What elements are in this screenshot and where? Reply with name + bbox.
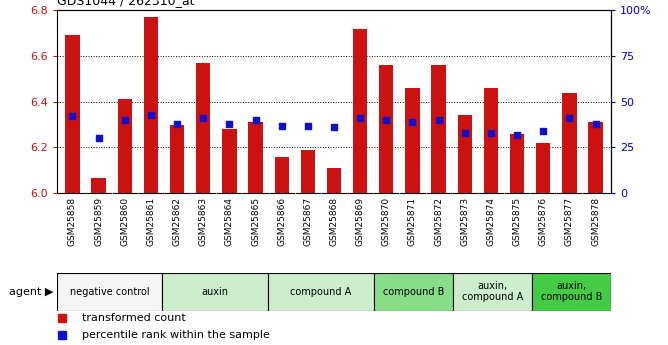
Text: GDS1044 / 262310_at: GDS1044 / 262310_at bbox=[57, 0, 194, 7]
Bar bbox=[458, 116, 472, 193]
Text: GSM25878: GSM25878 bbox=[591, 197, 600, 246]
Text: GSM25874: GSM25874 bbox=[486, 197, 496, 246]
Bar bbox=[484, 88, 498, 193]
Text: GSM25873: GSM25873 bbox=[460, 197, 469, 246]
Bar bbox=[118, 99, 132, 193]
Text: GSM25862: GSM25862 bbox=[172, 197, 182, 246]
Text: GSM25865: GSM25865 bbox=[251, 197, 260, 246]
Point bbox=[303, 123, 313, 128]
Bar bbox=[589, 122, 603, 193]
Text: agent ▶: agent ▶ bbox=[9, 287, 53, 296]
Text: auxin,
compound A: auxin, compound A bbox=[462, 281, 523, 302]
Point bbox=[355, 116, 365, 121]
Bar bbox=[65, 36, 79, 193]
Point bbox=[591, 121, 601, 127]
Text: GSM25867: GSM25867 bbox=[303, 197, 313, 246]
Text: GSM25860: GSM25860 bbox=[120, 197, 130, 246]
Bar bbox=[144, 17, 158, 193]
Text: negative control: negative control bbox=[69, 287, 150, 296]
Text: transformed count: transformed count bbox=[81, 313, 186, 323]
Text: GSM25875: GSM25875 bbox=[512, 197, 522, 246]
Point bbox=[407, 119, 418, 125]
Point bbox=[224, 121, 234, 127]
Bar bbox=[92, 178, 106, 193]
Point bbox=[198, 116, 208, 121]
Text: GSM25876: GSM25876 bbox=[538, 197, 548, 246]
Text: GSM25858: GSM25858 bbox=[68, 197, 77, 246]
Bar bbox=[562, 92, 576, 193]
Bar bbox=[510, 134, 524, 193]
Text: GSM25872: GSM25872 bbox=[434, 197, 443, 246]
Bar bbox=[248, 122, 263, 193]
Bar bbox=[453, 273, 532, 310]
Text: GSM25866: GSM25866 bbox=[277, 197, 286, 246]
Text: compound A: compound A bbox=[290, 287, 351, 296]
Text: auxin: auxin bbox=[202, 287, 228, 296]
Point bbox=[146, 112, 156, 117]
Bar bbox=[405, 88, 420, 193]
Bar bbox=[301, 150, 315, 193]
Text: GSM25871: GSM25871 bbox=[408, 197, 417, 246]
Bar bbox=[373, 273, 453, 310]
Bar bbox=[532, 273, 611, 310]
Point bbox=[434, 117, 444, 123]
Bar bbox=[196, 63, 210, 193]
Text: GSM25877: GSM25877 bbox=[565, 197, 574, 246]
Point bbox=[564, 116, 574, 121]
Text: GSM25870: GSM25870 bbox=[382, 197, 391, 246]
Bar bbox=[268, 273, 373, 310]
Point bbox=[250, 117, 261, 123]
Point bbox=[460, 130, 470, 136]
Bar bbox=[275, 157, 289, 193]
Point bbox=[277, 123, 287, 128]
Bar bbox=[379, 65, 393, 193]
Point bbox=[67, 114, 77, 119]
Point bbox=[512, 132, 522, 137]
Bar bbox=[432, 65, 446, 193]
Text: auxin,
compound B: auxin, compound B bbox=[541, 281, 603, 302]
Bar bbox=[536, 143, 550, 193]
Text: GSM25863: GSM25863 bbox=[199, 197, 208, 246]
Point bbox=[538, 128, 548, 134]
Point bbox=[120, 117, 130, 123]
Text: compound B: compound B bbox=[383, 287, 444, 296]
Point bbox=[172, 121, 182, 127]
Bar bbox=[327, 168, 341, 193]
Text: percentile rank within the sample: percentile rank within the sample bbox=[81, 331, 270, 340]
Text: GSM25864: GSM25864 bbox=[225, 197, 234, 246]
Text: GSM25861: GSM25861 bbox=[146, 197, 156, 246]
Point bbox=[486, 130, 496, 136]
Bar bbox=[57, 273, 162, 310]
Bar bbox=[162, 273, 268, 310]
Point bbox=[329, 125, 339, 130]
Text: GSM25868: GSM25868 bbox=[329, 197, 339, 246]
Bar bbox=[353, 29, 367, 193]
Point bbox=[94, 136, 104, 141]
Point bbox=[381, 117, 391, 123]
Text: GSM25859: GSM25859 bbox=[94, 197, 103, 246]
Text: GSM25869: GSM25869 bbox=[355, 197, 365, 246]
Bar bbox=[170, 125, 184, 193]
Bar bbox=[222, 129, 236, 193]
